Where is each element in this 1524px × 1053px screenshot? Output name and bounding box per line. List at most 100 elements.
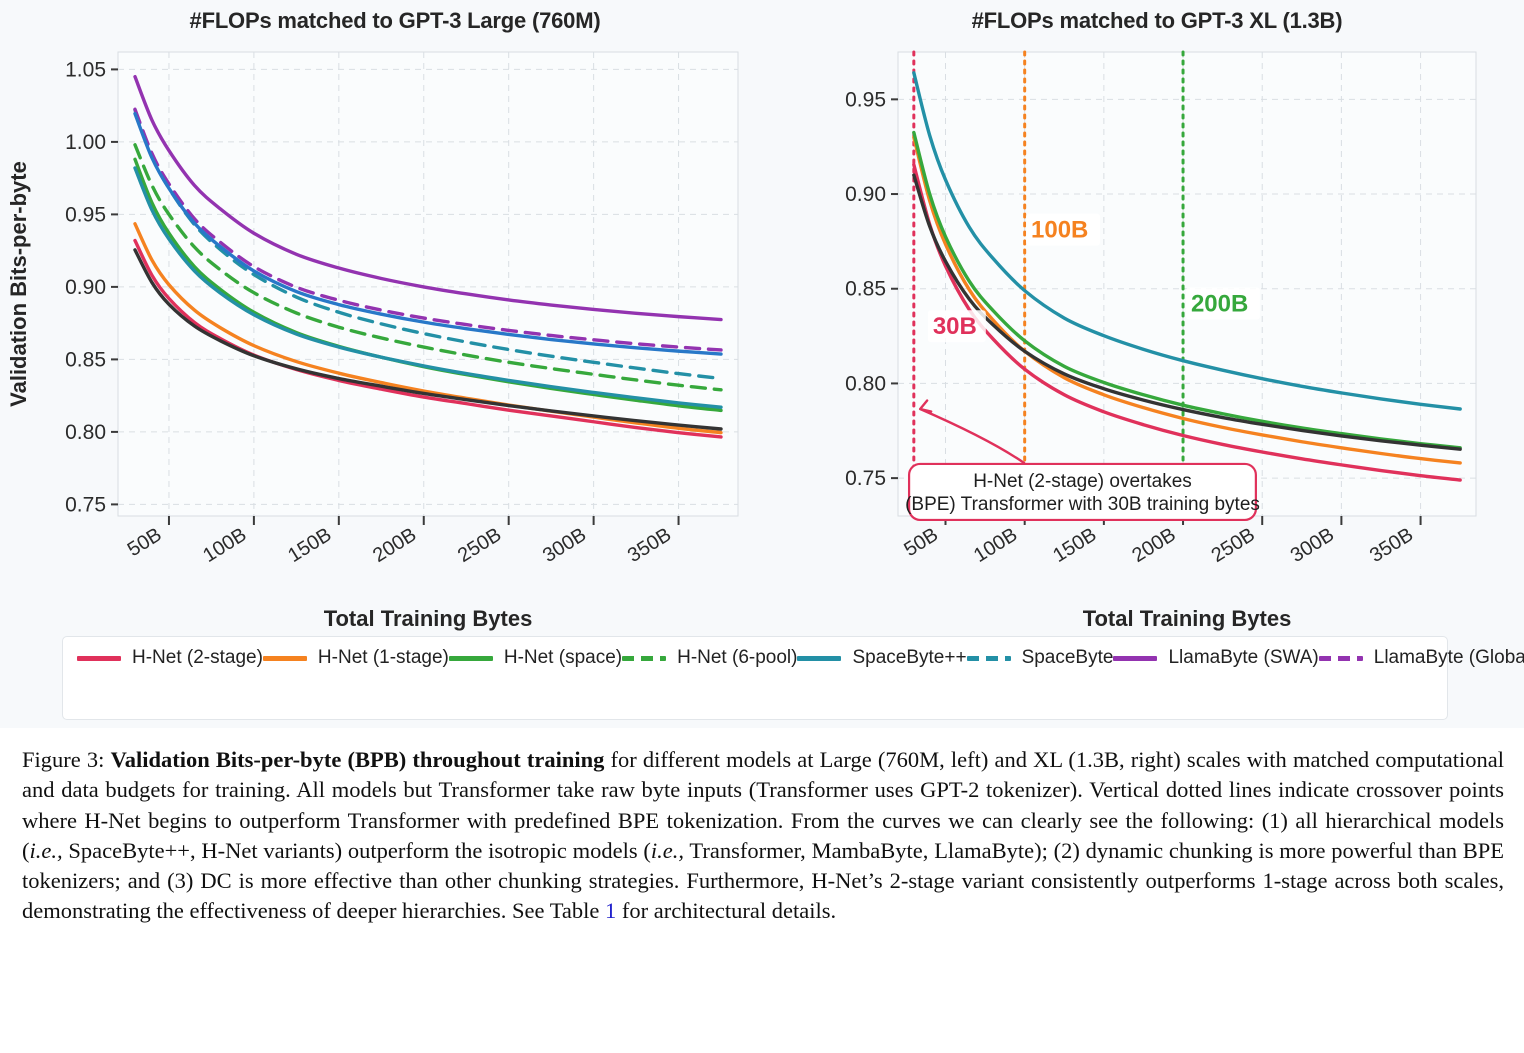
legend-item-label: H-Net (2-stage)	[132, 647, 263, 668]
x-tick-label: 250B	[1208, 524, 1259, 567]
x-tick-label: 300B	[539, 524, 590, 567]
legend-item[interactable]: H-Net (2-stage)	[77, 647, 263, 669]
series-line	[912, 162, 1462, 482]
x-tick-label: 50B	[900, 524, 942, 562]
caption-body-3: Transformer, MambaByte, LlamaByte); (2) …	[22, 837, 1504, 924]
annotation-arrowhead	[918, 399, 933, 413]
series-line	[133, 238, 723, 439]
x-tick-label: 100B	[199, 524, 250, 567]
annotation-box	[907, 462, 1257, 522]
crossover-label: 200B	[1185, 287, 1260, 320]
figure-caption: Figure 3: Validation Bits-per-byte (BPB)…	[22, 745, 1504, 927]
series-line	[912, 135, 1462, 465]
crossover-label-text: 200B	[1191, 290, 1248, 317]
legend-item[interactable]: SpaceByte++	[797, 647, 967, 669]
legend-item-label: LlamaByte (Global)	[1373, 647, 1524, 668]
x-tick-label: 300B	[1287, 524, 1338, 567]
y-tick-label: 0.90	[845, 183, 886, 206]
chart-panel-right: #FLOPs matched to GPT-3 XL (1.3B) 0.75 0.…	[790, 0, 1524, 640]
y-tick-label: 0.75	[845, 467, 886, 490]
legend-line-swatch	[262, 655, 307, 661]
y-tick-label: 0.75	[65, 493, 106, 516]
caption-italic-2: i.e.,	[650, 837, 685, 863]
y-tick-label: 0.80	[845, 372, 886, 395]
legend-line-swatch	[77, 655, 121, 661]
series-line	[133, 143, 723, 392]
caption-body-4: for architectural details.	[616, 898, 837, 924]
line-chart-right: 0.75 0.80 0.85 0.90 0.95 50B 100B 150B 200B 250B 3…	[845, 50, 1477, 631]
legend-item[interactable]: LlamaByte (Global)	[1318, 647, 1524, 669]
crossover-label-text: 100B	[1031, 217, 1088, 244]
series-line	[133, 107, 723, 352]
x-tick-label: 350B	[1366, 524, 1417, 567]
y-tick-label: 1.05	[65, 58, 106, 81]
y-tick-label: 0.95	[65, 203, 106, 226]
x-tick-label: 350B	[624, 524, 675, 567]
series-line	[133, 111, 723, 356]
chart-title-left: #FLOPs matched to GPT-3 Large (760M)	[189, 8, 601, 33]
legend-item-label: LlamaByte (SWA)	[1168, 647, 1319, 668]
charts-area: #FLOPs matched to GPT-3 Large (760M) 0.7…	[0, 0, 1524, 720]
series-line	[912, 130, 1462, 450]
legend-line-swatch	[966, 655, 1011, 661]
annotation-arrow	[919, 407, 1026, 465]
legend-item-label: SpaceByte++	[852, 647, 967, 668]
chart-panel-left: #FLOPs matched to GPT-3 Large (760M) 0.7…	[0, 0, 790, 640]
x-tick-label: 200B	[369, 524, 420, 567]
legend-line-swatch	[622, 655, 667, 661]
legend-item[interactable]: LlamaByte (SWA)	[1113, 647, 1319, 669]
series-line	[912, 173, 1462, 451]
y-tick-label: 0.90	[65, 276, 106, 299]
annotation-callout: H-Net (2-stage) overtakes(BPE) Transform…	[905, 399, 1260, 522]
legend-item-label: H-Net (1-stage)	[317, 647, 449, 668]
x-axis-label: Total Training Bytes	[1083, 606, 1292, 631]
legend-item[interactable]: SpaceByte	[966, 647, 1114, 669]
crossover-label-bg	[1026, 213, 1101, 246]
series-line	[912, 71, 1462, 411]
legend-item-label: H-Net (6-pool)	[677, 647, 798, 668]
legend-line-swatch	[448, 655, 493, 661]
caption-body-2: SpaceByte++, H-Net variants) outperform …	[62, 837, 651, 863]
legend-item[interactable]: H-Net (space)	[448, 647, 623, 669]
series-line	[133, 74, 723, 322]
y-tick-label: 0.80	[65, 421, 106, 444]
caption-table-link[interactable]: 1	[604, 898, 617, 924]
y-tick-label: 0.85	[845, 278, 886, 301]
legend-item[interactable]: H-Net (1-stage)	[262, 647, 449, 669]
caption-figure-label: Figure 3:	[22, 747, 105, 772]
x-tick-label: 100B	[970, 524, 1021, 567]
annotation-line-1: H-Net (2-stage) overtakes	[973, 471, 1192, 492]
legend-item[interactable]: H-Net (6-pool)	[622, 647, 797, 669]
crossover-label-bg	[1185, 287, 1260, 320]
crossover-label: 100B	[1026, 213, 1101, 246]
y-tick-label: 0.95	[845, 88, 886, 111]
y-axis-label: Validation Bits-per-byte	[6, 161, 31, 407]
plot-area	[897, 51, 1477, 517]
series-line	[133, 166, 723, 409]
crossover-label-bg	[927, 310, 986, 343]
crossover-label: 30B	[927, 310, 986, 343]
crossover-label-text: 30B	[933, 313, 977, 340]
x-tick-label: 250B	[454, 524, 505, 567]
legend-line-swatch	[1318, 655, 1363, 661]
legend-item-label: SpaceByte	[1021, 647, 1114, 668]
plot-area	[117, 51, 739, 517]
legend-line-swatch	[1113, 655, 1158, 661]
caption-italic-1: i.e.,	[29, 837, 63, 863]
annotation-line-2: (BPE) Transformer with 30B training byte…	[905, 494, 1260, 515]
x-axis-label: Total Training Bytes	[324, 606, 533, 631]
chart-title-right: #FLOPs matched to GPT-3 XL (1.3B)	[971, 8, 1343, 33]
series-line	[133, 248, 723, 431]
caption-body-1: for different models at Large (760M, lef…	[22, 747, 1505, 863]
chart-legend: H-Net (2-stage) H-Net (1-stage) H-Net (spa…	[62, 636, 1524, 720]
y-tick-label: 0.85	[65, 348, 106, 371]
legend-item-label: H-Net (space)	[503, 647, 623, 668]
x-tick-label: 150B	[1049, 524, 1100, 567]
y-tick-label: 1.00	[65, 131, 106, 154]
x-tick-label: 200B	[1128, 524, 1179, 567]
legend-line-swatch	[797, 655, 842, 661]
x-tick-label: 50B	[124, 524, 166, 562]
x-tick-label: 150B	[284, 524, 335, 567]
line-chart-left: 0.75 0.80 0.85 0.90 0.95 1.00 1.05 50B 100B 150B 2…	[6, 51, 739, 631]
